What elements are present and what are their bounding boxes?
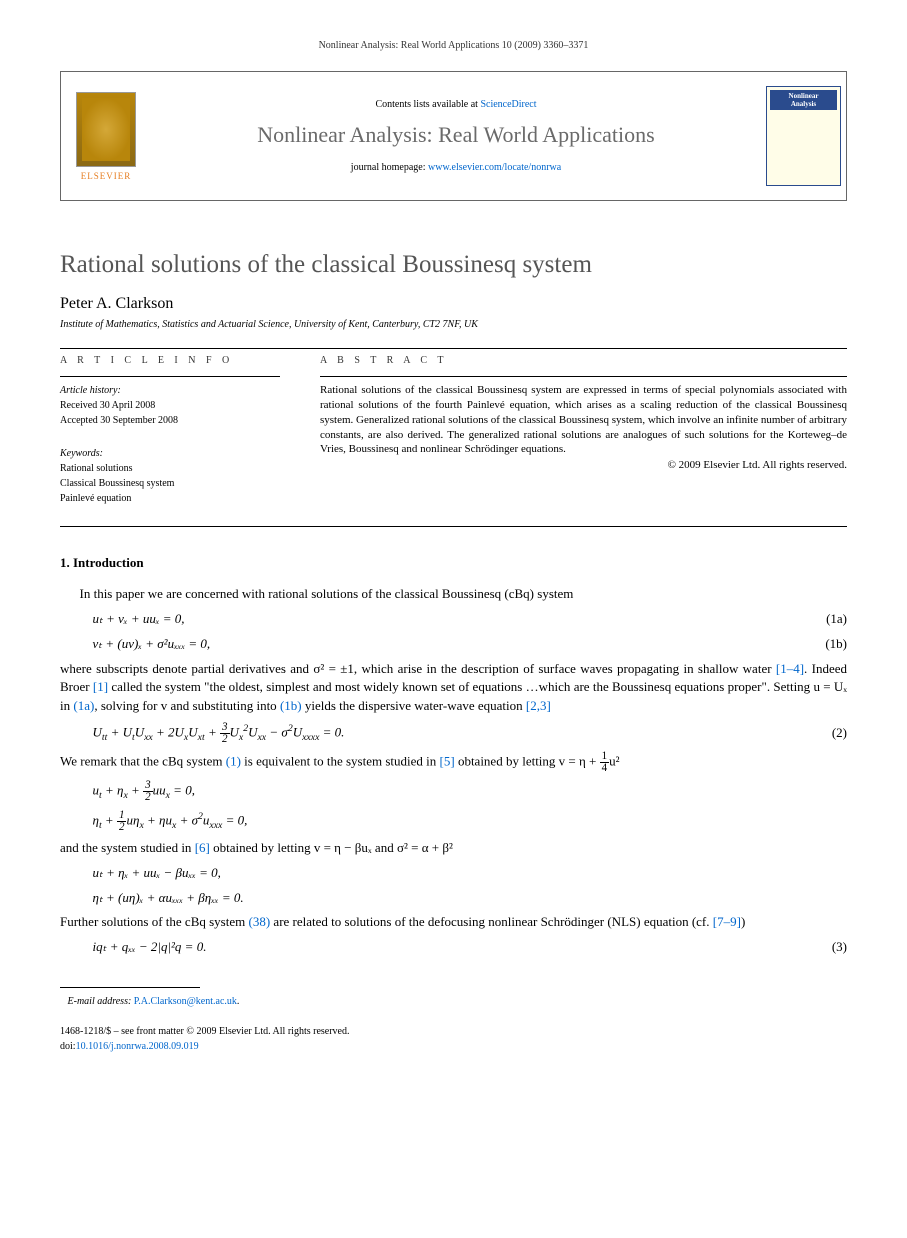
para-2-e: yields the dispersive water-wave equatio… bbox=[302, 698, 526, 713]
history-accepted: Accepted 30 September 2008 bbox=[60, 415, 178, 426]
author-name: Peter A. Clarkson bbox=[60, 295, 847, 313]
divider bbox=[60, 526, 847, 527]
equation-3-content: iqₜ + qₓₓ − 2|q|²q = 0. bbox=[93, 938, 798, 957]
para-3-b: is equivalent to the system studied in bbox=[241, 754, 440, 769]
para-3-a: We remark that the cBq system bbox=[60, 754, 226, 769]
keyword-3: Painlevé equation bbox=[60, 493, 131, 504]
history-label: Article history: bbox=[60, 385, 121, 396]
article-info-column: A R T I C L E I N F O Article history: R… bbox=[60, 355, 280, 518]
history-received: Received 30 April 2008 bbox=[60, 400, 155, 411]
keywords-label: Keywords: bbox=[60, 448, 103, 459]
equation-1a: uₜ + vₓ + uuₓ = 0, (1a) bbox=[60, 610, 847, 629]
equation-2-number: (2) bbox=[797, 724, 847, 743]
abstract-heading: A B S T R A C T bbox=[320, 355, 847, 366]
elsevier-tree-icon bbox=[76, 92, 136, 167]
abstract-copyright: © 2009 Elsevier Ltd. All rights reserved… bbox=[320, 459, 847, 471]
body-text: In this paper we are concerned with rati… bbox=[60, 585, 847, 957]
masthead-center: Contents lists available at ScienceDirec… bbox=[151, 72, 761, 200]
equation-1a-content: uₜ + vₓ + uuₓ = 0, bbox=[93, 610, 798, 629]
ref-7-9[interactable]: [7–9] bbox=[713, 914, 741, 929]
ref-5[interactable]: [5] bbox=[440, 754, 455, 769]
homepage-link[interactable]: www.elsevier.com/locate/nonrwa bbox=[428, 162, 561, 173]
email-label: E-mail address: bbox=[68, 996, 134, 1007]
para-2: where subscripts denote partial derivati… bbox=[60, 660, 847, 717]
ref-eq38[interactable]: (38) bbox=[249, 914, 271, 929]
footer: E-mail address: P.A.Clarkson@kent.ac.uk.… bbox=[60, 994, 847, 1054]
para-2-a: where subscripts denote partial derivati… bbox=[60, 661, 776, 676]
para-3: We remark that the cBq system (1) is equ… bbox=[60, 751, 847, 774]
doi-link[interactable]: 10.1016/j.nonrwa.2008.09.019 bbox=[76, 1041, 199, 1052]
email-suffix: . bbox=[237, 996, 240, 1007]
equation-1b-number: (1b) bbox=[797, 635, 847, 654]
publisher-logo: ELSEVIER bbox=[61, 72, 151, 200]
keywords-block: Keywords: Rational solutions Classical B… bbox=[60, 440, 280, 506]
cover-title-2: Analysis bbox=[791, 100, 816, 108]
issn-copyright: 1468-1218/$ – see front matter © 2009 El… bbox=[60, 1024, 847, 1039]
para-3-c: obtained by letting v = η + bbox=[455, 754, 600, 769]
doi-label: doi: bbox=[60, 1041, 76, 1052]
homepage-line: journal homepage: www.elsevier.com/locat… bbox=[351, 162, 561, 173]
equation-sys1b: ηt + 12uηx + ηux + σ2uxxx = 0, bbox=[60, 810, 847, 833]
ref-eq1a[interactable]: (1a) bbox=[73, 698, 94, 713]
running-header: Nonlinear Analysis: Real World Applicati… bbox=[60, 40, 847, 51]
para-4-b: obtained by letting v = η − βuₓ and σ² =… bbox=[210, 840, 453, 855]
para-4: and the system studied in [6] obtained b… bbox=[60, 839, 847, 858]
keyword-1: Rational solutions bbox=[60, 463, 133, 474]
para-5-c: ) bbox=[741, 914, 745, 929]
para-5-a: Further solutions of the cBq system bbox=[60, 914, 249, 929]
equation-sys2a-content: uₜ + ηₓ + uuₓ − βuₓₓ = 0, bbox=[93, 864, 798, 883]
cover-title-1: Nonlinear bbox=[789, 92, 819, 100]
author-email-link[interactable]: P.A.Clarkson@kent.ac.uk bbox=[134, 996, 237, 1007]
ref-2-3[interactable]: [2,3] bbox=[526, 698, 551, 713]
article-title: Rational solutions of the classical Bous… bbox=[60, 251, 847, 279]
equation-3-number: (3) bbox=[797, 938, 847, 957]
publisher-name: ELSEVIER bbox=[81, 171, 132, 181]
homepage-prefix: journal homepage: bbox=[351, 162, 428, 173]
keyword-2: Classical Boussinesq system bbox=[60, 478, 174, 489]
author-affiliation: Institute of Mathematics, Statistics and… bbox=[60, 319, 847, 330]
footnote-rule bbox=[60, 987, 200, 988]
journal-cover-icon: NonlinearAnalysis bbox=[766, 86, 841, 186]
para-1: In this paper we are concerned with rati… bbox=[60, 585, 847, 604]
equation-1b: vₜ + (uv)ₓ + σ²uₓₓₓ = 0, (1b) bbox=[60, 635, 847, 654]
equation-sys2a: uₜ + ηₓ + uuₓ − βuₓₓ = 0, bbox=[60, 864, 847, 883]
email-line: E-mail address: P.A.Clarkson@kent.ac.uk. bbox=[60, 994, 847, 1009]
doi-line: doi:10.1016/j.nonrwa.2008.09.019 bbox=[60, 1039, 847, 1054]
equation-sys1b-content: ηt + 12uηx + ηux + σ2uxxx = 0, bbox=[93, 810, 798, 833]
abstract-column: A B S T R A C T Rational solutions of th… bbox=[320, 355, 847, 518]
divider bbox=[60, 348, 847, 349]
equation-sys1a: ut + ηx + 32uux = 0, bbox=[60, 780, 847, 803]
ref-6[interactable]: [6] bbox=[195, 840, 210, 855]
cover-thumbnail: NonlinearAnalysis bbox=[761, 72, 846, 200]
article-info-heading: A R T I C L E I N F O bbox=[60, 355, 280, 366]
equation-sys1a-content: ut + ηx + 32uux = 0, bbox=[93, 780, 798, 803]
section-1-heading: 1. Introduction bbox=[60, 555, 847, 571]
para-4-a: and the system studied in bbox=[60, 840, 195, 855]
ref-1[interactable]: [1] bbox=[93, 679, 108, 694]
equation-2-content: Utt + UtUxx + 2UxUxt + 32Ux2Uxx − σ2Uxxx… bbox=[93, 722, 798, 745]
para-2-d: , solving for v and substituting into bbox=[94, 698, 280, 713]
equation-3: iqₜ + qₓₓ − 2|q|²q = 0. (3) bbox=[60, 938, 847, 957]
sciencedirect-link[interactable]: ScienceDirect bbox=[480, 99, 536, 110]
journal-name: Nonlinear Analysis: Real World Applicati… bbox=[257, 122, 654, 148]
ref-eq1b[interactable]: (1b) bbox=[280, 698, 302, 713]
contents-available-line: Contents lists available at ScienceDirec… bbox=[375, 99, 536, 110]
equation-1b-content: vₜ + (uv)ₓ + σ²uₓₓₓ = 0, bbox=[93, 635, 798, 654]
ref-eq1[interactable]: (1) bbox=[226, 754, 241, 769]
para-5-b: are related to solutions of the defocusi… bbox=[270, 914, 713, 929]
contents-prefix: Contents lists available at bbox=[375, 99, 480, 110]
equation-sys2b: ηₜ + (uη)ₓ + αuₓₓₓ + βηₓₓ = 0. bbox=[60, 889, 847, 908]
abstract-text: Rational solutions of the classical Bous… bbox=[320, 376, 847, 457]
masthead: ELSEVIER Contents lists available at Sci… bbox=[60, 71, 847, 201]
para-3-d: u² bbox=[609, 754, 619, 769]
equation-2: Utt + UtUxx + 2UxUxt + 32Ux2Uxx − σ2Uxxx… bbox=[60, 722, 847, 745]
article-history-block: Article history: Received 30 April 2008 … bbox=[60, 376, 280, 428]
equation-sys2b-content: ηₜ + (uη)ₓ + αuₓₓₓ + βηₓₓ = 0. bbox=[93, 889, 798, 908]
equation-1a-number: (1a) bbox=[797, 610, 847, 629]
info-abstract-row: A R T I C L E I N F O Article history: R… bbox=[60, 355, 847, 518]
ref-1-4[interactable]: [1–4] bbox=[776, 661, 804, 676]
para-5: Further solutions of the cBq system (38)… bbox=[60, 913, 847, 932]
